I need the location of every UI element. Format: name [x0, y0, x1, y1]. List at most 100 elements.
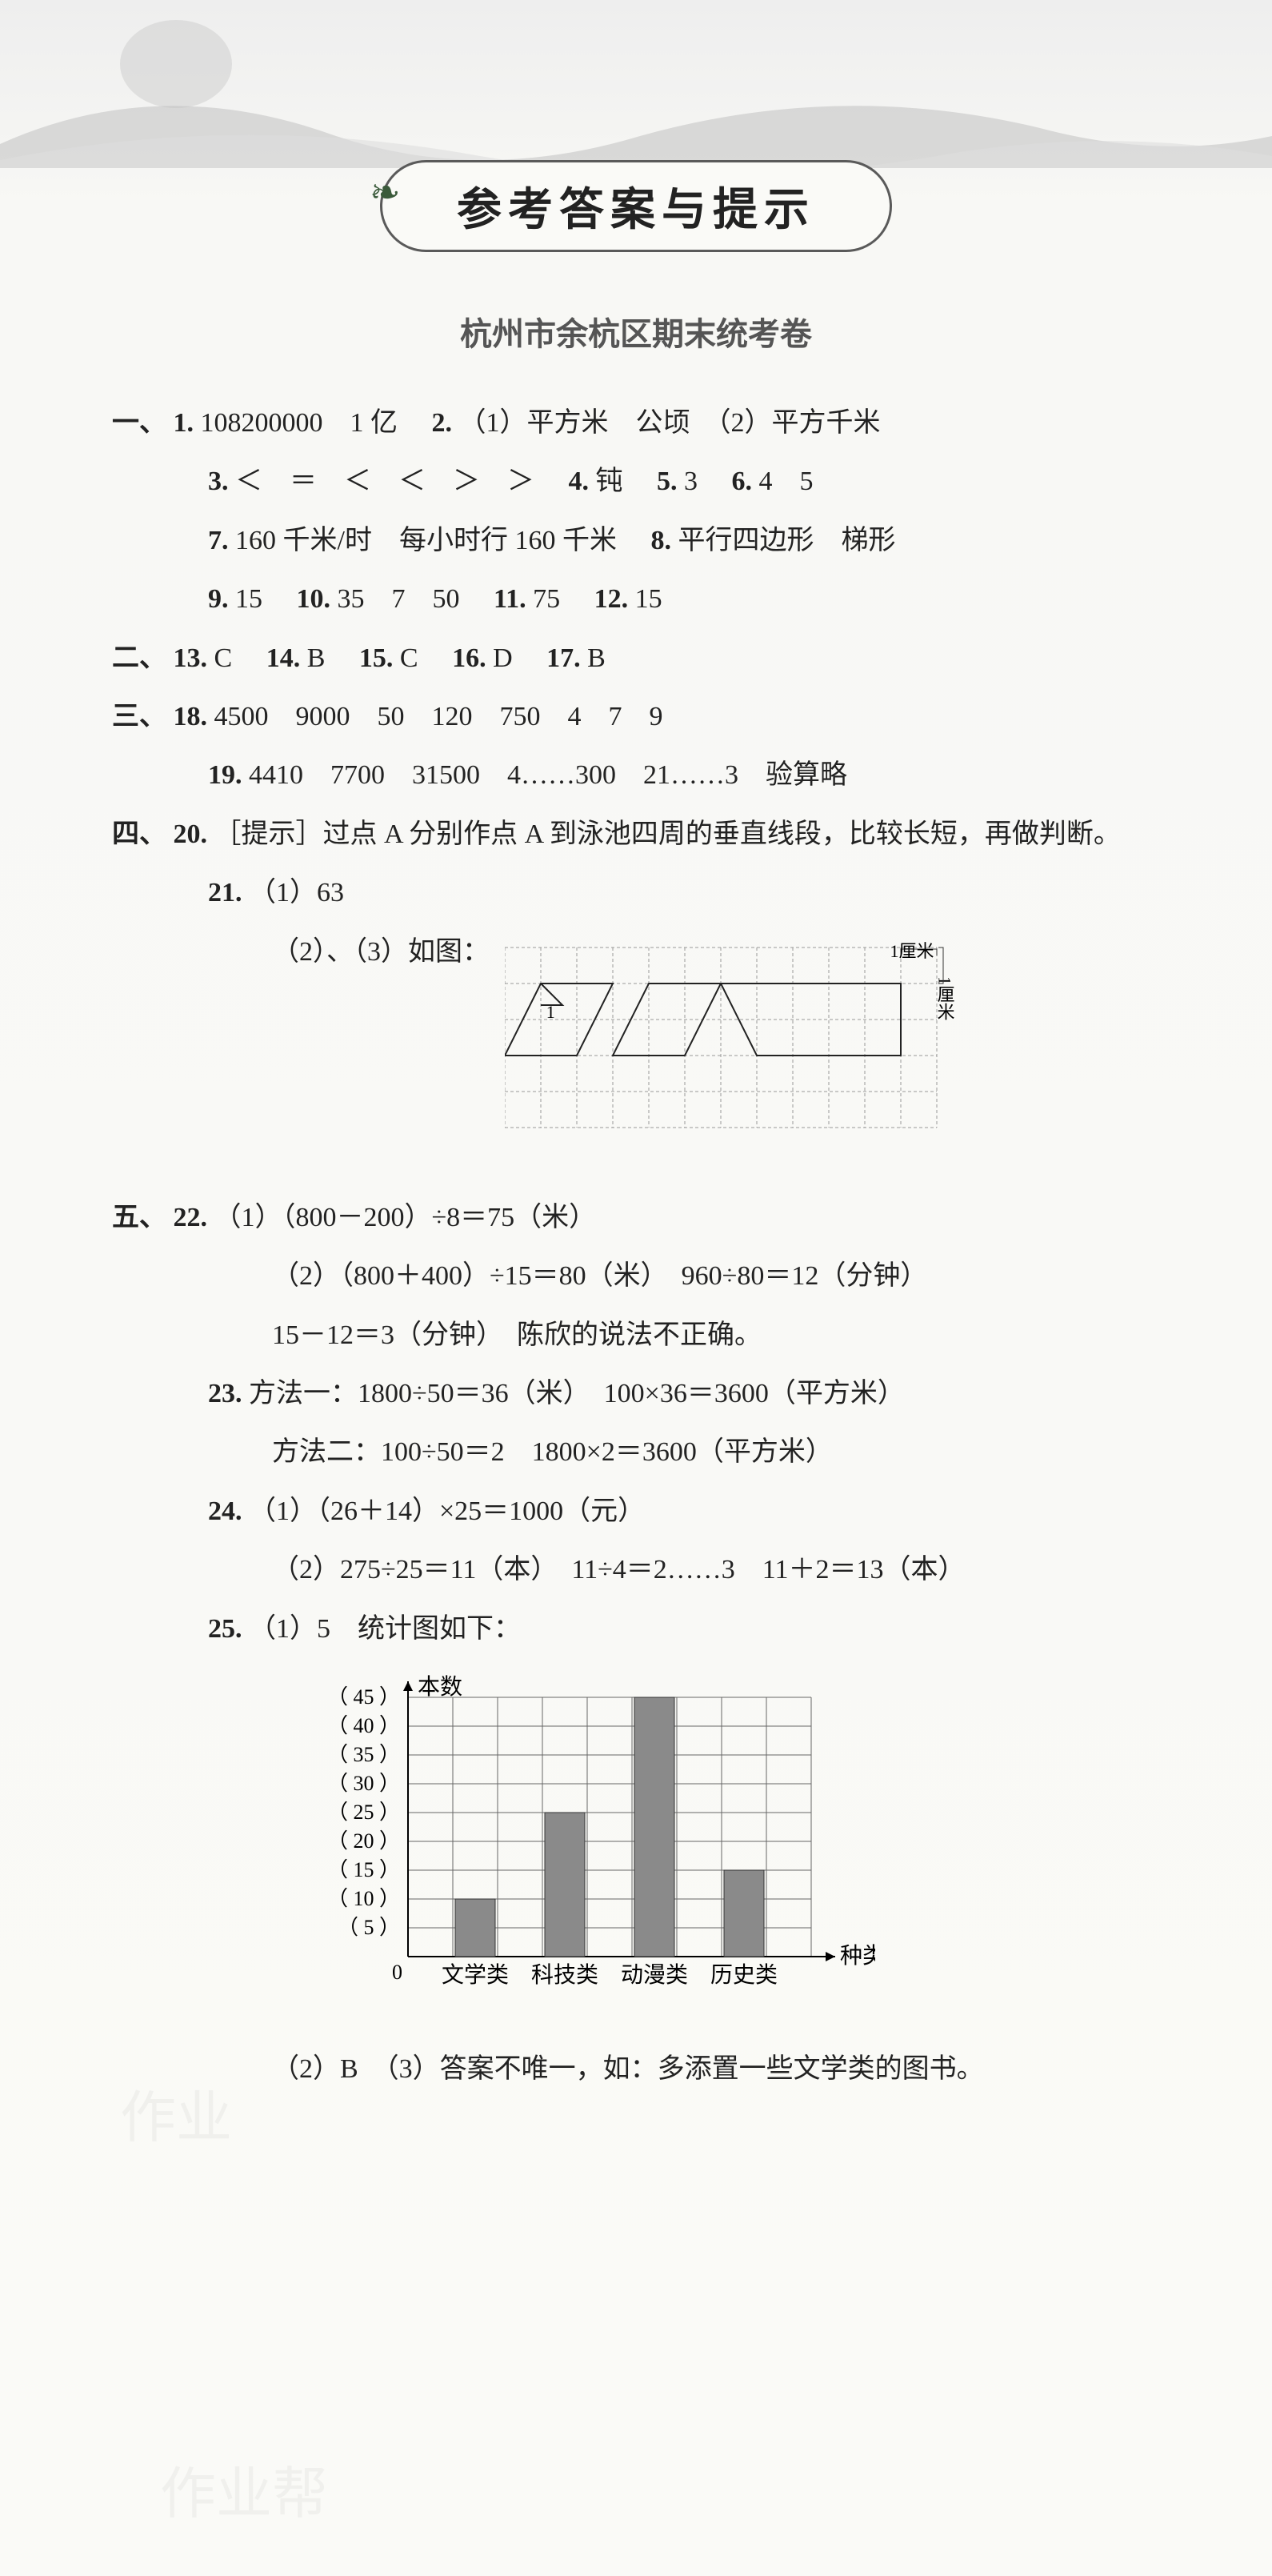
section-5-q22-3: 15－12＝3（分钟） 陈欣的说法不正确。 [112, 1307, 1160, 1364]
q21-number: 21. [208, 878, 242, 907]
svg-text:0: 0 [392, 1961, 402, 1984]
q14-answer: B [307, 643, 326, 673]
q21-part1: （1）63 [249, 878, 344, 907]
section-5-q24-2: （2）275÷25＝11（本） 11÷4＝2……3 11＋2＝13（本） [112, 1541, 1160, 1598]
watermark: 作业帮 [160, 2449, 328, 2530]
section-5-q23-2: 方法二：100÷50＝2 1800×2＝3600（平方米） [112, 1424, 1160, 1480]
section-2-line: 二、 13. C 14. B 15. C 16. D 17. B [112, 630, 1160, 687]
title-box: ❧ 参考答案与提示 [380, 160, 892, 252]
section-1-line-1: 一、 1. 108200000 1 亿 2. （1）平方米 公顷 （2）平方千米 [112, 395, 1160, 451]
svg-text:（ 35 ）: （ 35 ） [327, 1743, 400, 1766]
section-5-q25-1: 25. （1）5 统计图如下： [112, 1600, 1160, 1657]
q22-part2: （2）（800＋400）÷15＝80（米） 960÷80＝12（分钟） [272, 1261, 927, 1291]
svg-text:（ 10 ）: （ 10 ） [327, 1887, 400, 1910]
svg-text:（ 20 ）: （ 20 ） [327, 1829, 400, 1853]
svg-text:本数: 本数 [418, 1674, 462, 1700]
q11-answer: 75 [533, 584, 560, 614]
svg-text:（ 45 ）: （ 45 ） [327, 1685, 400, 1709]
q9-number: 9. [208, 584, 229, 614]
section-5-q23-1: 23. 方法一：1800÷50＝36（米） 100×36＝3600（平方米） [112, 1365, 1160, 1422]
q18-number: 18. [174, 702, 208, 731]
section-4-line-1: 四、 20. ［提示］过点 A 分别作点 A 到泳池四周的垂直线段，比较长短，再… [112, 806, 1160, 863]
q1-number: 1. [174, 408, 194, 438]
page-title: 参考答案与提示 [457, 186, 815, 235]
q25-number: 25. [208, 1614, 242, 1644]
q2-answer: （1）平方米 公顷 （2）平方千米 [459, 408, 881, 438]
q12-answer: 15 [635, 584, 662, 614]
section-2-label: 二、 [112, 643, 166, 673]
section-1-label: 一、 [112, 408, 166, 438]
q7-answer: 160 千米/时 每小时行 160 千米 [235, 526, 617, 555]
q1-answer: 108200000 1 亿 [201, 408, 398, 438]
q24-number: 24. [208, 1496, 242, 1526]
q13-answer: C [214, 643, 233, 673]
q6-number: 6. [732, 467, 753, 496]
q23-part1: 方法一：1800÷50＝36（米） 100×36＝3600（平方米） [249, 1379, 905, 1408]
q13-number: 13. [174, 643, 208, 673]
svg-text:（ 15 ）: （ 15 ） [327, 1858, 400, 1881]
svg-text:1厘米: 1厘米 [890, 941, 934, 961]
q19-number: 19. [208, 760, 242, 790]
q4-number: 4. [569, 467, 590, 496]
q7-number: 7. [208, 526, 229, 555]
q8-number: 8. [650, 526, 671, 555]
q2-number: 2. [432, 408, 453, 438]
q19-answer: 4410 7700 31500 4……300 21……3 验算略 [249, 760, 847, 790]
q3-answer: ＜ ＝ ＜ ＜ ＞ ＞ [235, 467, 534, 496]
q21-part23-label: （2）、（3）如图： [272, 937, 490, 967]
q5-answer: 3 [684, 467, 698, 496]
section-4-q21a: 21. （1）63 [112, 864, 1160, 921]
section-1-line-3: 7. 160 千米/时 每小时行 160 千米 8. 平行四边形 梯形 [112, 512, 1160, 569]
q16-number: 16. [452, 643, 486, 673]
q22-part3: 15－12＝3（分钟） 陈欣的说法不正确。 [272, 1320, 762, 1350]
section-3-line-2: 19. 4410 7700 31500 4……300 21……3 验算略 [112, 747, 1160, 803]
leaf-icon: ❧ [370, 170, 401, 214]
q18-answer: 4500 9000 50 120 750 4 7 9 [214, 702, 663, 731]
svg-text:1厘米: 1厘米 [934, 976, 954, 1020]
q5-number: 5. [657, 467, 678, 496]
grid-figure: 1 1厘米1厘米 [505, 931, 985, 1164]
section-3-line-1: 三、 18. 4500 9000 50 120 750 4 7 9 [112, 688, 1160, 745]
q10-number: 10. [297, 584, 331, 614]
q20-answer: 过点 A 分别作点 A 到泳池四周的垂直线段，比较长短，再做判断。 [323, 819, 1121, 849]
q14-number: 14. [266, 643, 301, 673]
bar-chart: （ 5 ）（ 10 ）（ 15 ）（ 20 ）（ 25 ）（ 30 ）（ 35 … [304, 1673, 1160, 2017]
q22-number: 22. [174, 1203, 208, 1232]
q22-part1: （1）（800－200）÷8＝75（米） [214, 1203, 597, 1232]
section-5-q25-2: （2）B （3）答案不唯一，如：多添置一些文学类的图书。 [112, 2041, 1160, 2097]
svg-text:动漫类: 动漫类 [621, 1962, 688, 1988]
subtitle: 杭州市余杭区期末统考卷 [112, 308, 1160, 355]
q20-number: 20. [174, 819, 208, 849]
section-4-q21b: （2）、（3）如图： 1 1厘米1厘米 [112, 923, 1160, 1188]
q11-number: 11. [494, 584, 526, 614]
q16-answer: D [493, 643, 513, 673]
section-5-q22-1: 五、 22. （1）（800－200）÷8＝75（米） [112, 1189, 1160, 1246]
svg-text:（ 30 ）: （ 30 ） [327, 1772, 400, 1795]
q8-answer: 平行四边形 梯形 [678, 526, 895, 555]
section-1-line-2: 3. ＜ ＝ ＜ ＜ ＞ ＞ 4. 钝 5. 3 6. 4 5 [112, 453, 1160, 510]
section-3-label: 三、 [112, 702, 166, 731]
svg-text:（ 25 ）: （ 25 ） [327, 1801, 400, 1824]
svg-text:种类: 种类 [840, 1943, 875, 1969]
svg-text:科技类: 科技类 [531, 1962, 598, 1988]
q17-number: 17. [546, 643, 581, 673]
svg-text:（ 40 ）: （ 40 ） [327, 1714, 400, 1737]
section-5-label: 五、 [112, 1203, 166, 1232]
q24-part1: （1）（26＋14）×25＝1000（元） [249, 1496, 645, 1526]
svg-text:1: 1 [546, 1001, 554, 1021]
q10-answer: 35 7 50 [338, 584, 460, 614]
section-1-line-4: 9. 15 10. 35 7 50 11. 75 12. 15 [112, 571, 1160, 627]
svg-text:文学类: 文学类 [442, 1962, 509, 1988]
q17-answer: B [587, 643, 606, 673]
q12-number: 12. [594, 584, 629, 614]
q25-part1: （1）5 统计图如下： [249, 1614, 521, 1644]
q3-number: 3. [208, 467, 229, 496]
q15-answer: C [400, 643, 418, 673]
q4-answer: 钝 [596, 467, 623, 496]
q15-number: 15. [359, 643, 394, 673]
q25-part2: （2）B （3）答案不唯一，如：多添置一些文学类的图书。 [272, 2054, 984, 2084]
section-5-q22-2: （2）（800＋400）÷15＝80（米） 960÷80＝12（分钟） [112, 1248, 1160, 1304]
svg-text:历史类: 历史类 [710, 1962, 778, 1988]
q20-hint-label: ［提示］ [214, 819, 323, 849]
section-5-q24-1: 24. （1）（26＋14）×25＝1000（元） [112, 1483, 1160, 1540]
